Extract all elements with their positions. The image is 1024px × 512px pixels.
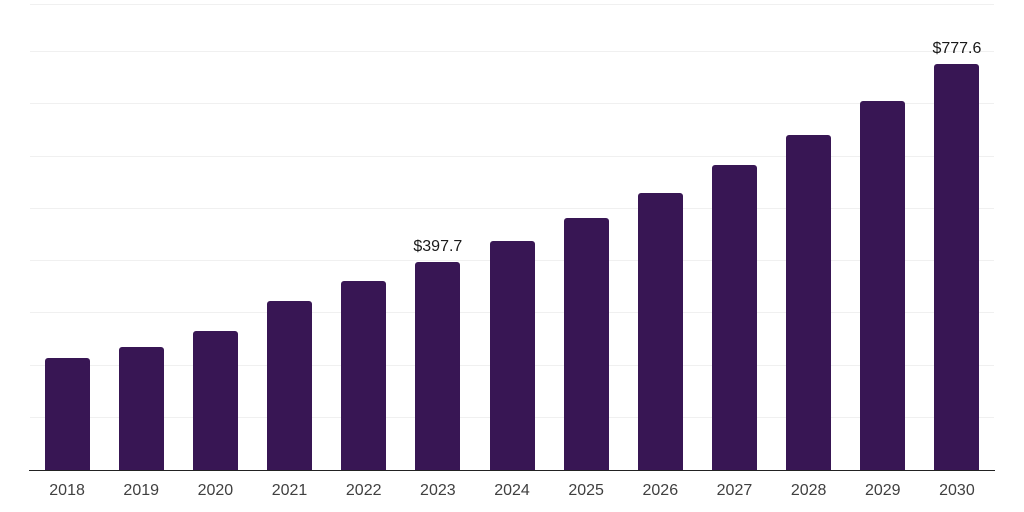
x-axis-label-2028: 2028 xyxy=(790,482,827,499)
x-axis-label-2030: 2030 xyxy=(939,482,975,499)
bar-2021 xyxy=(267,300,313,470)
x-axis-label-2024: 2024 xyxy=(494,482,530,499)
data-label-2023: $397.7 xyxy=(413,238,463,256)
x-axis-label-2026: 2026 xyxy=(642,482,679,499)
x-axis-label-2019: 2019 xyxy=(123,482,160,499)
bar-2026 xyxy=(637,193,683,470)
gridline xyxy=(30,103,994,105)
bar-2023 xyxy=(415,262,461,470)
x-axis-line xyxy=(29,470,995,471)
gridline xyxy=(30,51,994,53)
bar-2029 xyxy=(860,100,906,470)
bar-2028 xyxy=(786,134,832,470)
bar-2025 xyxy=(563,218,609,470)
x-axis-label-2021: 2021 xyxy=(271,482,308,499)
x-axis: 2018 2019 2020 2021 2022 2023 2024 2025 2026 2027… xyxy=(30,483,994,507)
bar-2024 xyxy=(489,241,535,470)
gridline xyxy=(30,4,994,5)
x-axis-label-2029: 2029 xyxy=(864,482,901,499)
x-axis-label-2023: 2023 xyxy=(420,482,456,499)
data-label-2030: $777.6 xyxy=(932,39,982,57)
x-axis-label-2020: 2020 xyxy=(197,482,234,499)
bar-2027 xyxy=(711,165,757,470)
bar-2022 xyxy=(341,280,387,470)
gridline xyxy=(30,155,994,157)
gridline xyxy=(30,207,994,209)
plot-area: $397.7 $777.6 xyxy=(30,4,994,470)
x-axis-label-2018: 2018 xyxy=(49,482,85,499)
x-axis-label-2027: 2027 xyxy=(716,482,753,499)
bar-2019 xyxy=(118,347,164,470)
bar-2030 xyxy=(934,63,980,470)
x-axis-label-2025: 2025 xyxy=(568,482,604,499)
x-axis-label-2022: 2022 xyxy=(345,482,382,499)
bar-2018 xyxy=(44,357,90,470)
bar-2020 xyxy=(192,330,238,470)
